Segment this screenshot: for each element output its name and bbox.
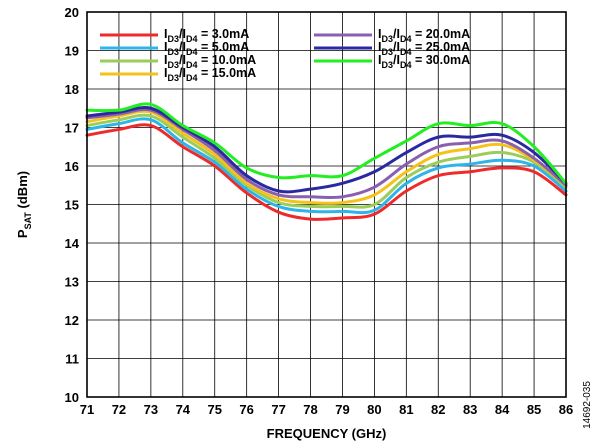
- x-tick-label: 73: [144, 402, 158, 417]
- legend-label: ID3/ID4 = 20.0mA: [378, 27, 470, 44]
- y-axis-label: PSAT (dBm): [15, 171, 33, 238]
- y-axis-label-unit: (dBm): [15, 171, 30, 212]
- series-line-7: [85, 102, 568, 185]
- y-tick-label: 17: [65, 121, 79, 136]
- x-tick-label: 72: [112, 402, 126, 417]
- x-tick-label: 82: [431, 402, 445, 417]
- y-axis-label-subscript: SAT: [23, 212, 33, 230]
- legend-label: ID3/ID4 = 3.0mA: [164, 27, 249, 44]
- chart-grid: [86, 11, 567, 398]
- x-tick-label: 74: [176, 402, 191, 417]
- legend-label: ID3/ID4 = 5.0mA: [164, 40, 249, 57]
- series-line-6: [85, 106, 568, 194]
- y-tick-label: 12: [65, 313, 79, 328]
- series-line-2: [85, 117, 568, 215]
- x-tick-label: 71: [80, 402, 94, 417]
- x-tick-label: 78: [303, 402, 317, 417]
- legend-label: ID3/ID4 = 25.0mA: [378, 40, 470, 57]
- y-tick-label: 10: [65, 390, 79, 405]
- x-tick-labels: 71 72 73 74 75 76 77 78 79 80 81 82 83 84 85 86: [80, 402, 573, 417]
- legend-label: ID3/ID4 = 30.0mA: [378, 53, 470, 70]
- y-tick-label: 14: [65, 236, 80, 251]
- x-tick-label: 77: [271, 402, 285, 417]
- chart-series: [85, 102, 568, 221]
- series-line-3: [85, 113, 568, 209]
- x-tick-label: 85: [527, 402, 541, 417]
- y-tick-labels: 10 11 12 13 14 15 16 17 18 19 20: [65, 5, 80, 405]
- x-tick-label: 86: [559, 402, 573, 417]
- x-tick-label: 81: [399, 402, 413, 417]
- x-tick-label: 83: [463, 402, 477, 417]
- x-axis-label: FREQUENCY (GHz): [267, 426, 387, 441]
- series-line-1: [85, 123, 568, 221]
- y-tick-label: 19: [65, 44, 79, 59]
- y-tick-label: 16: [65, 159, 79, 174]
- figure-id: 14692-035: [582, 381, 593, 429]
- y-tick-label: 18: [65, 82, 79, 97]
- x-tick-label: 80: [367, 402, 381, 417]
- series-line-4: [85, 109, 568, 205]
- x-tick-label: 76: [239, 402, 253, 417]
- legend-label: ID3/ID4 = 15.0mA: [164, 66, 256, 83]
- y-tick-label: 15: [65, 198, 79, 213]
- y-tick-label: 11: [65, 352, 79, 367]
- x-tick-label: 75: [207, 402, 221, 417]
- y-tick-label: 13: [65, 275, 79, 290]
- y-axis-label-main: P: [15, 229, 30, 238]
- x-tick-label: 79: [335, 402, 349, 417]
- x-tick-label: 84: [495, 402, 510, 417]
- legend-label: ID3/ID4 = 10.0mA: [164, 53, 256, 70]
- y-tick-label: 20: [65, 5, 79, 20]
- plot-frame: [86, 11, 567, 398]
